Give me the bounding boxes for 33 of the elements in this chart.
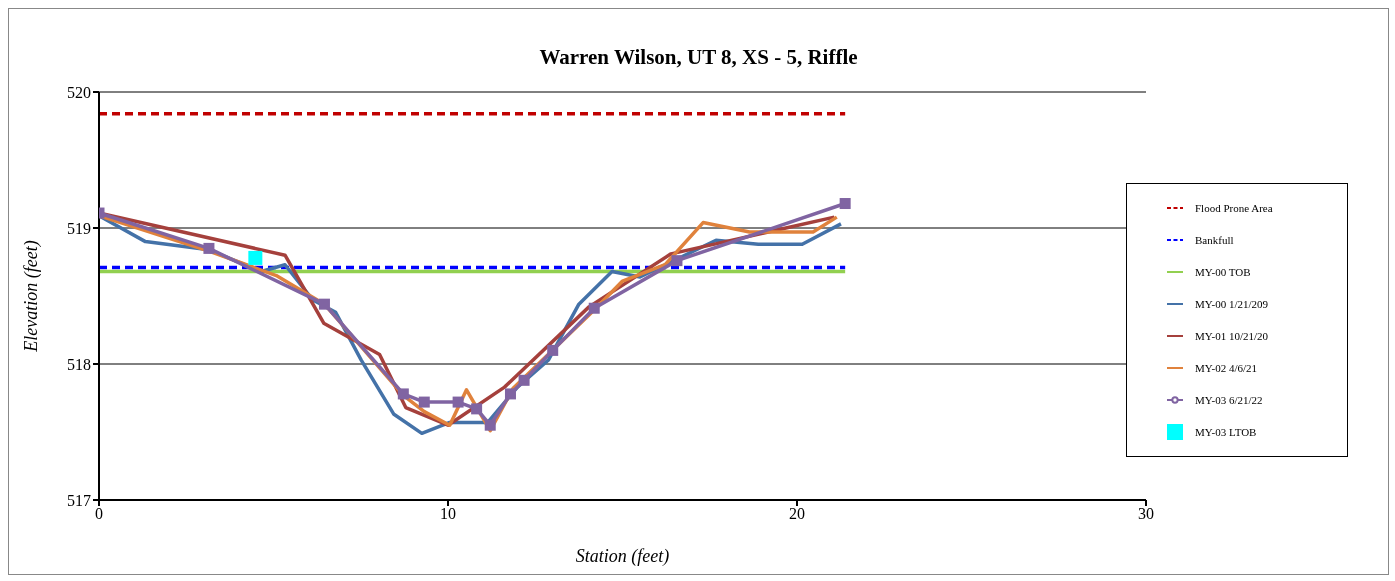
- point: [248, 250, 263, 265]
- point: [418, 396, 430, 408]
- legend-label: Bankfull: [1195, 233, 1234, 248]
- y-axis-title: Elevation (feet): [21, 240, 43, 353]
- legend-label: MY-00 1/21/209: [1195, 297, 1269, 312]
- point: [318, 298, 330, 310]
- point: [471, 403, 483, 415]
- point: [203, 242, 215, 254]
- point: [547, 344, 559, 356]
- x-tick-label: 0: [95, 505, 103, 523]
- point: [588, 302, 600, 314]
- legend-label: MY-03 6/21/22: [1195, 393, 1263, 408]
- x-tick-label: 10: [440, 505, 456, 523]
- point: [671, 255, 683, 267]
- chart-title: Warren Wilson, UT 8, XS - 5, Riffle: [538, 45, 859, 70]
- y-tick-label: 518: [67, 355, 91, 373]
- point: [504, 388, 516, 400]
- x-axis-title: Station (feet): [575, 546, 670, 567]
- point: [484, 419, 496, 431]
- x-tick-label: 20: [789, 505, 805, 523]
- y-tick-label: 520: [67, 83, 91, 101]
- legend-label: MY-02 4/6/21: [1195, 361, 1258, 376]
- legend-label: MY-01 10/21/20: [1195, 329, 1269, 344]
- x-tick-label: 30: [1138, 505, 1154, 523]
- legend-label: MY-00 TOB: [1195, 265, 1251, 280]
- point: [839, 198, 851, 210]
- point: [397, 388, 409, 400]
- legend-label: MY-03 LTOB: [1195, 425, 1257, 440]
- y-tick-label: 517: [67, 491, 91, 509]
- legend-label: Flood Prone Area: [1195, 201, 1273, 216]
- point: [452, 396, 464, 408]
- y-tick-label: 519: [67, 219, 91, 237]
- point: [518, 374, 530, 386]
